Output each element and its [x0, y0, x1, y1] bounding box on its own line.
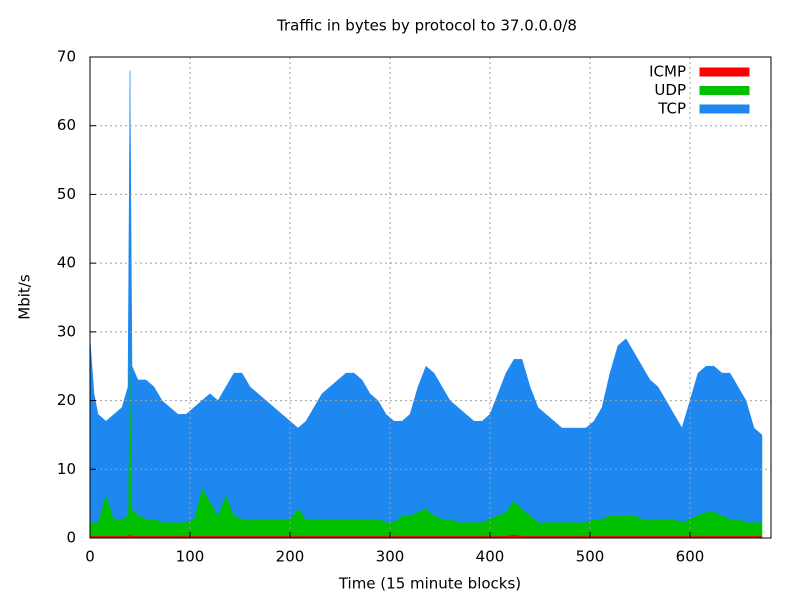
x-tick-label: 300	[376, 548, 405, 566]
y-tick-label: 50	[57, 185, 76, 203]
x-tick-label: 0	[85, 548, 95, 566]
y-tick-label: 20	[57, 391, 76, 409]
legend-swatch	[699, 86, 750, 95]
x-tick-label: 200	[276, 548, 305, 566]
y-tick-label: 60	[57, 116, 76, 134]
area-2	[89, 70, 763, 523]
x-tick-label: 600	[676, 548, 705, 566]
y-tick-label: 30	[57, 322, 76, 340]
y-tick-label: 40	[57, 254, 76, 272]
x-tick-label: 500	[576, 548, 605, 566]
chart-title: Traffic in bytes by protocol to 37.0.0.0…	[276, 17, 577, 35]
y-axis-label: Mbit/s	[16, 274, 34, 320]
legend-label: UDP	[654, 81, 686, 99]
legend-swatch	[699, 67, 750, 77]
x-tick-label: 100	[176, 548, 205, 566]
y-tick-label: 0	[66, 529, 76, 547]
legend-label: ICMP	[649, 63, 686, 81]
plot-border	[89, 56, 772, 539]
x-axis-label: Time (15 minute blocks)	[338, 575, 521, 593]
y-tick-label: 10	[57, 460, 76, 478]
x-tick-label: 400	[476, 548, 505, 566]
legend-label: TCP	[657, 100, 686, 118]
legend-swatch	[699, 104, 750, 114]
y-tick-label: 70	[57, 48, 76, 66]
